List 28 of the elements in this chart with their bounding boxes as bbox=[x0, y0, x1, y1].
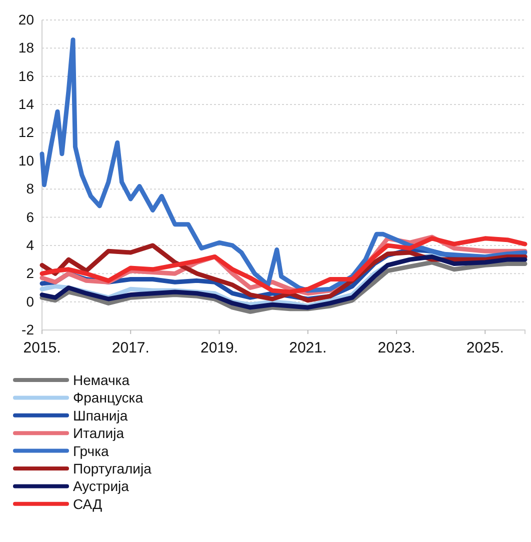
y-tick-label: 6 bbox=[26, 208, 34, 225]
x-tick-label: 2025. bbox=[466, 340, 504, 357]
y-tick-label: -2 bbox=[22, 321, 34, 338]
y-tick-label: 16 bbox=[18, 68, 34, 84]
x-tick-label: 2021. bbox=[289, 340, 327, 357]
legend-label: Португалија bbox=[73, 460, 152, 476]
line-series bbox=[40, 37, 528, 293]
legend-label: Шпанија bbox=[73, 407, 128, 424]
legend-label: Италија bbox=[73, 425, 124, 442]
legend-label: САД bbox=[73, 496, 103, 512]
y-tick-label: 10 bbox=[18, 152, 34, 168]
x-tick-label: 2019. bbox=[200, 340, 238, 357]
legend-label: Грчка bbox=[73, 442, 109, 459]
y-tick-label: 2 bbox=[26, 265, 34, 282]
x-tick-label: 2023. bbox=[378, 340, 416, 357]
y-tick-label: 0 bbox=[26, 293, 34, 310]
y-tick-label: 20 bbox=[18, 11, 34, 28]
legend-label: Француска bbox=[73, 390, 144, 406]
y-tick-label: 4 bbox=[26, 236, 34, 253]
y-tick-label: 8 bbox=[26, 180, 34, 197]
line-series bbox=[40, 260, 528, 314]
x-tick-label: 2015. bbox=[23, 340, 61, 357]
y-tick-label: 14 bbox=[18, 96, 34, 112]
legend-label: Немачка bbox=[73, 372, 130, 388]
legend-label: Аустрија bbox=[73, 478, 130, 494]
y-tick-label: 18 bbox=[18, 40, 34, 56]
x-tick-label: 2017. bbox=[112, 340, 150, 357]
y-tick-label: 12 bbox=[18, 124, 34, 140]
